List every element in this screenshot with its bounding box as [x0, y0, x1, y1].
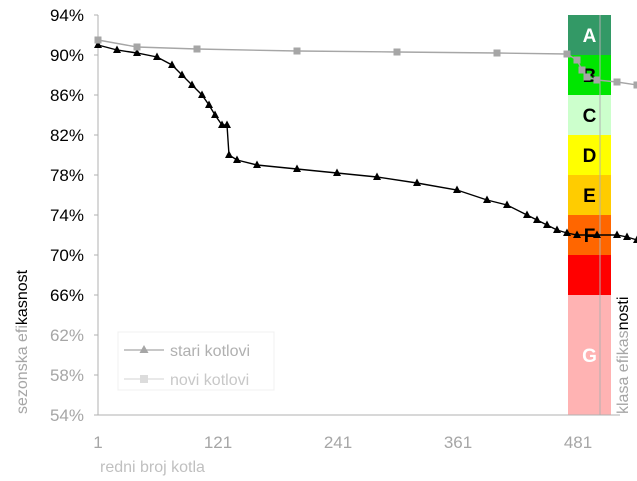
class-label-A: A [583, 26, 597, 47]
y-tick-label: 58% [50, 366, 84, 385]
data-point [393, 48, 401, 56]
series-layer [94, 36, 637, 243]
class-label-E: E [583, 186, 596, 207]
right-axis-title: klasa efikasnosti [615, 297, 632, 414]
class-band-D [568, 135, 611, 175]
data-point [413, 178, 421, 186]
data-point [113, 45, 121, 53]
data-point [553, 225, 561, 233]
data-point [373, 172, 381, 180]
data-point [503, 200, 511, 208]
data-point [593, 76, 601, 84]
data-point [563, 228, 571, 236]
x-tick-labels: 11212413614816017218419611081 [93, 433, 592, 452]
data-point [578, 66, 586, 74]
y-tick-label: 70% [50, 246, 84, 265]
data-point [483, 195, 491, 203]
class-band-A [568, 15, 611, 55]
class-label-C: C [583, 106, 597, 127]
legend-marker-stari [139, 345, 149, 353]
data-point [94, 36, 102, 44]
x-tick-label: 1 [93, 433, 102, 452]
y-tick-label: 82% [50, 126, 84, 145]
legend-label-stari: stari kotlovi [170, 343, 250, 360]
y-tick-label: 54% [50, 406, 84, 425]
data-point [633, 235, 637, 243]
x-axis-title: redni broj kotla [100, 459, 205, 476]
y-tick-label: 66% [50, 286, 84, 305]
x-tick-label: 121 [204, 433, 232, 452]
legend-marker-novi [140, 375, 148, 383]
data-point [168, 60, 176, 68]
class-label-D: D [583, 146, 597, 167]
series-line [97, 39, 637, 86]
data-point [178, 70, 186, 78]
class-band-E [568, 175, 611, 215]
data-point [293, 164, 301, 172]
data-point [593, 230, 601, 238]
y-tick-label: 94% [50, 6, 84, 25]
class-band-C [568, 95, 611, 135]
y-tick-labels: 94% 90% 86% 82% 78% 74% 70% 66% 62% 58% 54% [50, 6, 98, 425]
data-point [573, 56, 581, 64]
data-point [188, 80, 196, 88]
data-point [253, 160, 261, 168]
data-point [193, 45, 201, 53]
series-line [97, 44, 637, 241]
x-tick-label: 241 [324, 433, 352, 452]
legend-label-novi: novi kotlovi [170, 372, 249, 389]
right-axis-title-part1: klasa efikas [615, 330, 632, 414]
series-novi-kotlovi [94, 36, 637, 89]
data-point [293, 47, 301, 55]
class-band-G [568, 295, 611, 415]
data-point [233, 155, 241, 163]
y-tick-label: 86% [50, 86, 84, 105]
data-point [573, 230, 581, 238]
class-label-G: G [582, 346, 597, 367]
data-point [153, 52, 161, 60]
data-point [563, 50, 571, 58]
legend: stari kotlovi novi kotlovi [117, 331, 275, 391]
y-tick-label: 78% [50, 166, 84, 185]
y-axis-title: sezonska efikasnost [14, 269, 31, 414]
data-point [198, 90, 206, 98]
class-label-F: F [584, 226, 596, 247]
class-band-red [568, 255, 611, 295]
data-point [133, 48, 141, 56]
data-point [453, 185, 461, 193]
efficiency-class-bands: ABCDEFG [568, 15, 611, 415]
data-point [133, 43, 141, 51]
data-point [613, 230, 621, 238]
right-axis-title-part2: nosti [615, 297, 632, 331]
data-point [493, 49, 501, 57]
y-tick-label: 74% [50, 206, 84, 225]
x-tick-label: 481 [564, 433, 592, 452]
y-tick-label: 90% [50, 46, 84, 65]
data-point [633, 81, 637, 89]
data-point [623, 232, 631, 240]
data-point [533, 215, 541, 223]
data-point [211, 110, 219, 118]
data-point [225, 150, 233, 158]
x-tick-label: 361 [444, 433, 472, 452]
data-point [205, 100, 213, 108]
data-point [333, 168, 341, 176]
series-stari-kotlovi [94, 40, 637, 243]
y-axis-title-part1: sezonska efi [14, 325, 31, 414]
data-point [523, 210, 531, 218]
data-point [583, 73, 591, 81]
y-axis-title-part2: kasnost [14, 269, 31, 325]
data-point [613, 78, 621, 86]
data-point [94, 40, 102, 48]
data-point [223, 120, 231, 128]
y-tick-label: 62% [50, 326, 84, 345]
data-point [543, 220, 551, 228]
